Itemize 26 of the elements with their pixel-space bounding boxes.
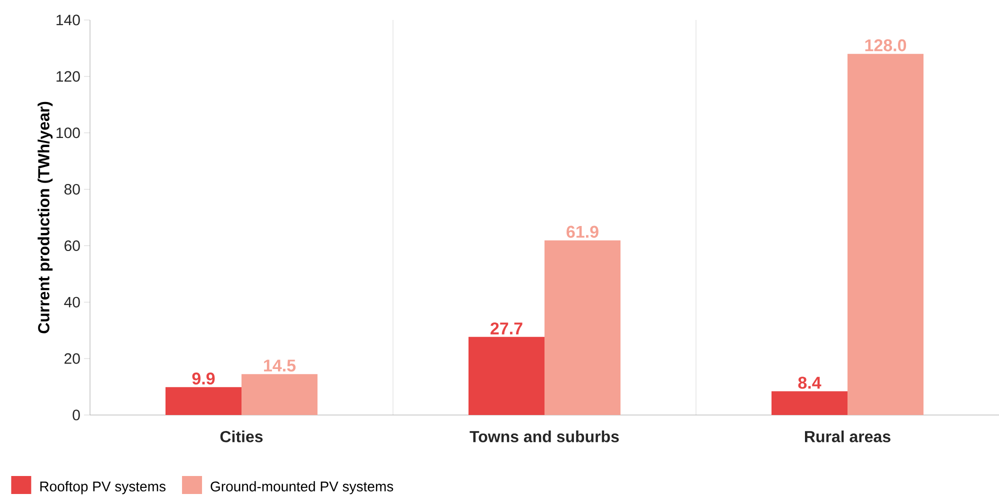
- y-tick-label: 140: [56, 14, 80, 26]
- data-label: 9.9: [192, 372, 215, 385]
- bar: [848, 54, 924, 415]
- y-tick-label: 0: [72, 410, 80, 420]
- y-tick-label: 120: [56, 71, 80, 82]
- x-tick-label: Cities: [220, 430, 263, 442]
- bar: [468, 336, 545, 415]
- y-tick-label: 60: [64, 240, 80, 252]
- y-axis-title: Current production (TWh/year): [38, 102, 53, 334]
- x-tick-label: Towns and suburbs: [470, 430, 619, 442]
- bar: [242, 374, 318, 415]
- bar: [544, 240, 621, 415]
- y-tick-label: 20: [64, 353, 80, 364]
- y-tick-label: 80: [64, 184, 80, 195]
- legend-label: Ground-mounted PV systems: [210, 481, 394, 494]
- data-label: 27.7: [490, 322, 522, 334]
- legend-label: Rooftop PV systems: [40, 481, 166, 494]
- y-tick-label: 100: [56, 128, 80, 138]
- bar: [166, 387, 242, 415]
- bar: [772, 391, 848, 415]
- y-tick-label: 40: [64, 296, 80, 308]
- data-label: 128.0: [865, 39, 906, 52]
- x-tick-label: Rural areas: [804, 430, 890, 442]
- data-label: 14.5: [264, 360, 296, 372]
- data-label: 61.9: [566, 226, 598, 238]
- data-label: 8.4: [798, 376, 822, 389]
